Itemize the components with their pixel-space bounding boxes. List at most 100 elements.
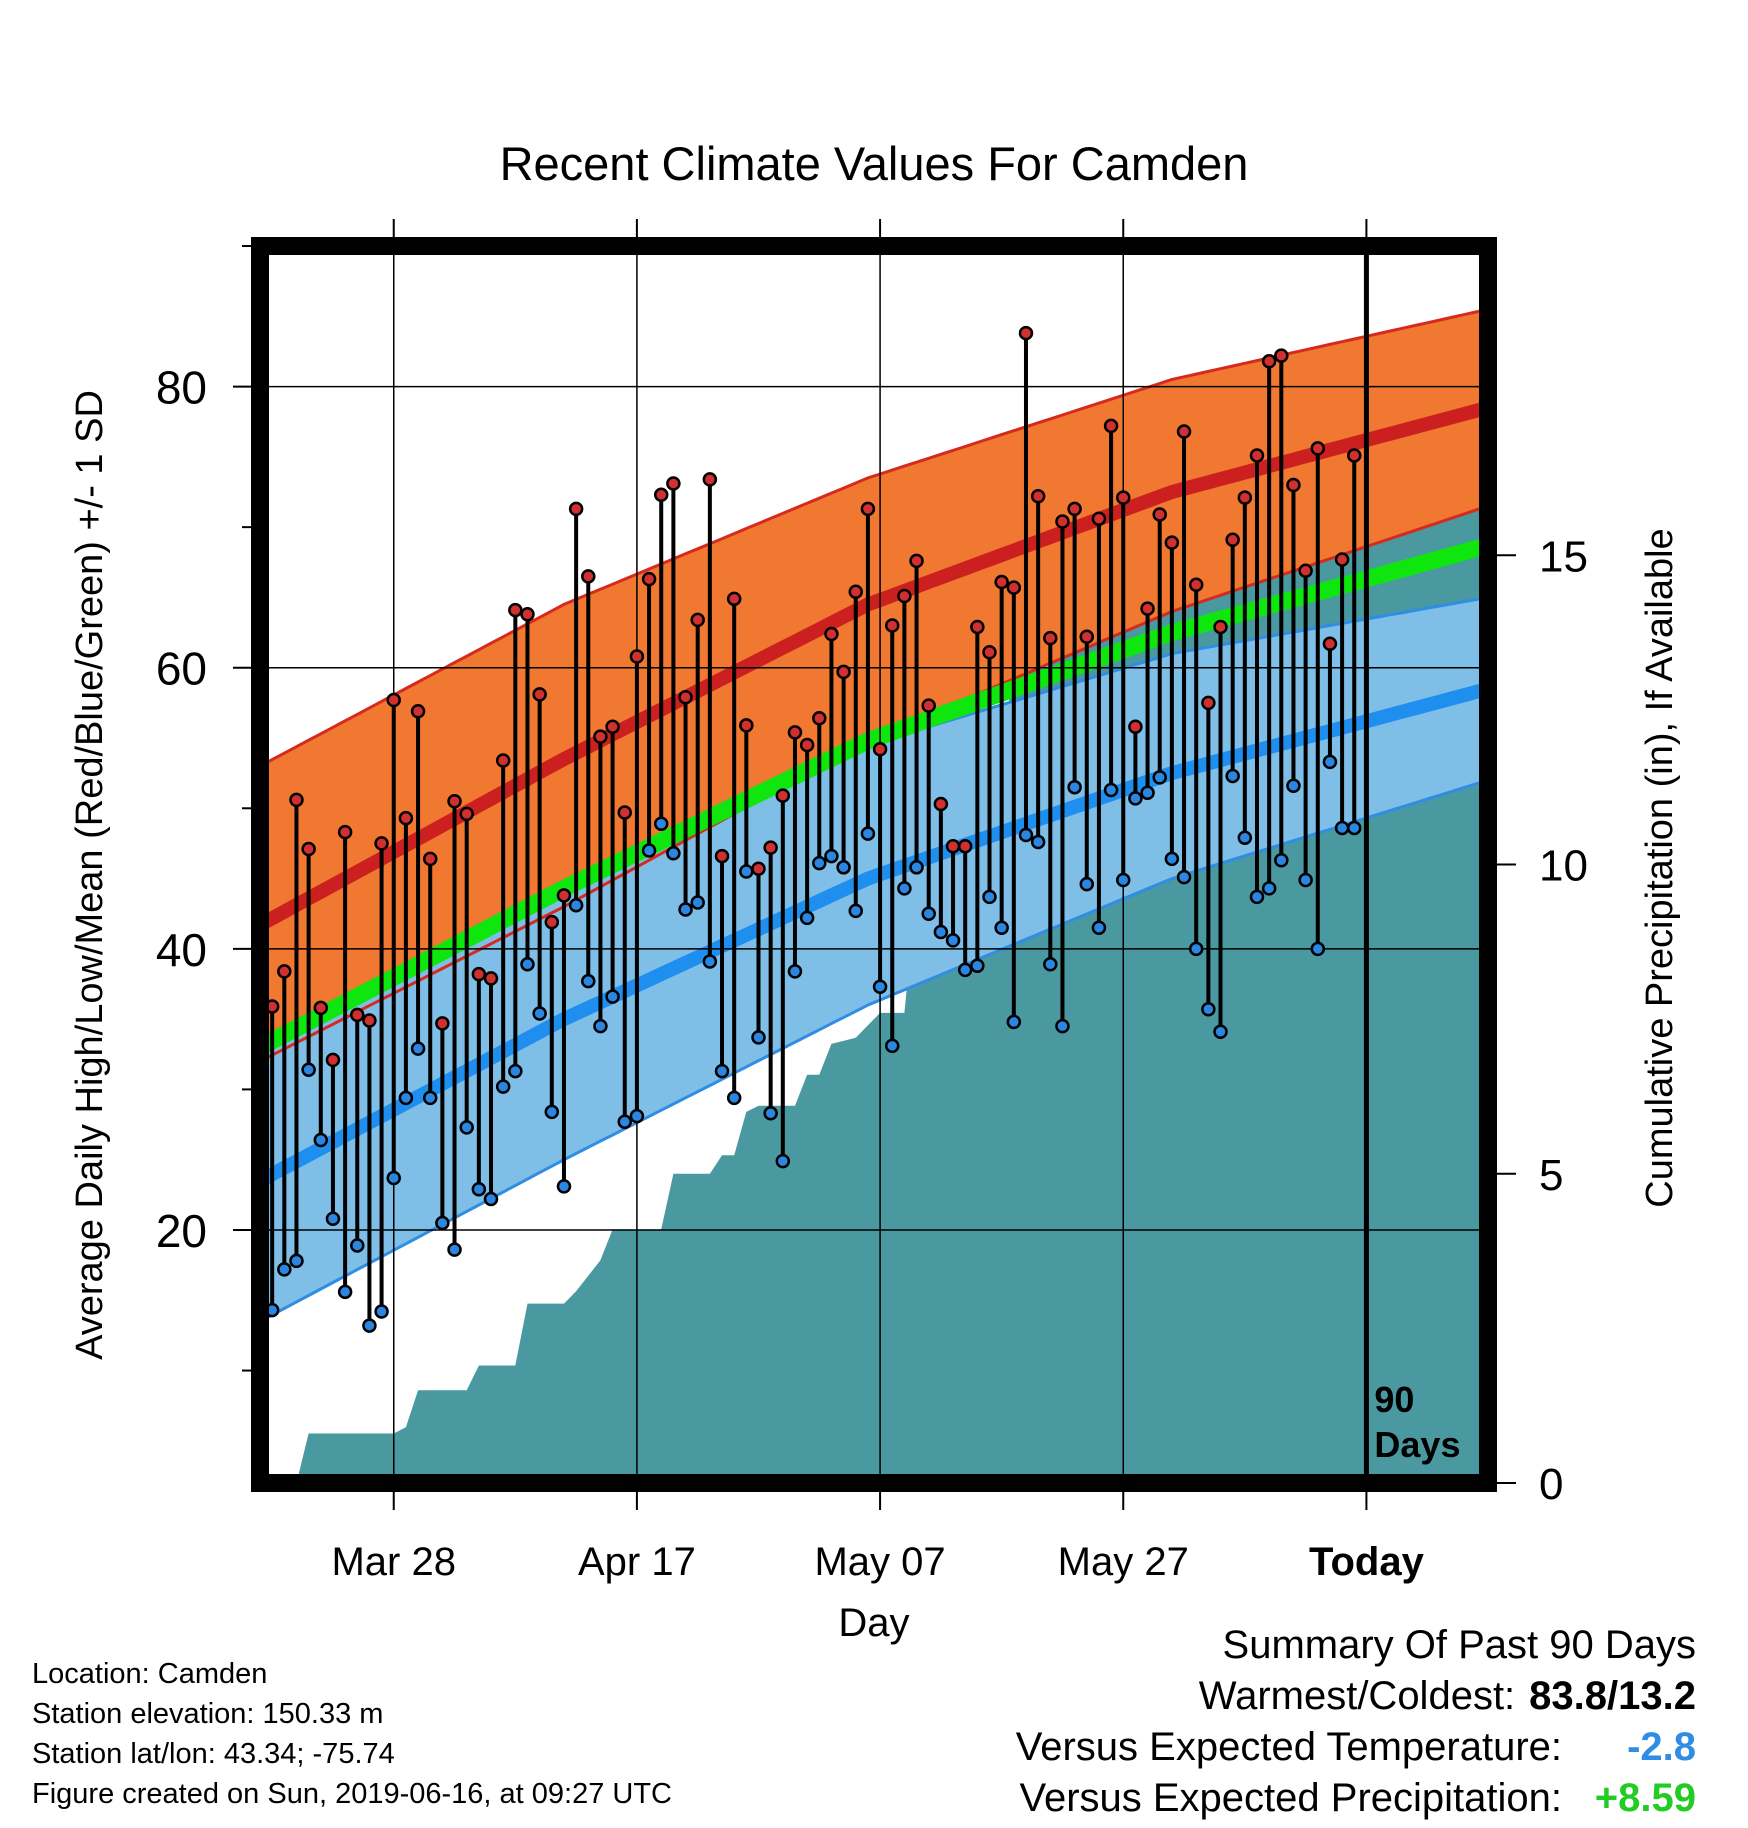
daily-low-point [1249,889,1265,905]
daily-low-point [763,1106,778,1121]
precip-label: Versus Expected Precipitation: [1019,1776,1562,1820]
y-tick-label: 80 [156,362,207,414]
daily-high-point [1274,348,1289,363]
daily-low-point [836,860,851,875]
daily-high-point [884,618,900,633]
daily-low-point [678,902,693,917]
daily-low-point [1164,851,1180,867]
summary-panel: Summary Of Past 90 Days Warmest/Coldest:… [1016,1620,1696,1824]
x-axis-label: Day [838,1601,909,1645]
elevation-text: Station elevation: 150.33 m [32,1698,384,1730]
daily-low-point [350,1238,365,1253]
daily-high-point [799,737,815,753]
daily-high-point [1310,441,1326,456]
daily-low-point [1310,941,1326,957]
daily-low-point [435,1215,450,1231]
station-info: Location: Camden Station elevation: 150.… [32,1654,672,1814]
y-tick-label: 20 [156,1205,207,1257]
daily-high-point [763,840,778,855]
daily-high-point [812,711,827,726]
daily-low-point [1347,820,1362,836]
daily-low-point [666,846,681,861]
daily-low-point [787,964,803,979]
daily-high-point [848,584,864,600]
precip-row: Versus Expected Precipitation: +8.59 [1016,1773,1696,1824]
daily-low-point [641,843,657,858]
daily-low-point [471,1181,487,1197]
daily-high-point [581,569,596,584]
x-tick-label: May 27 [1058,1540,1189,1584]
daily-high-point [653,487,669,503]
today-marker-label: Days [1374,1424,1460,1465]
daily-high-point [471,966,487,982]
daily-low-point [945,933,961,948]
y-axis-label: Average Daily High/Low/Mean (Red/Blue/Gr… [69,390,111,1360]
daily-high-point [982,644,997,660]
daily-low-point [1274,853,1289,868]
daily-low-point [605,989,620,1004]
daily-low-point [775,1153,791,1169]
high-sd-band [260,309,1488,1062]
warmest-row: Warmest/Coldest: 83.8/13.2 [1016,1671,1696,1722]
daily-low-point [532,1006,547,1021]
daily-low-point [812,855,827,871]
daily-high-point [641,571,657,587]
daily-high-point [398,810,414,826]
daily-high-point [556,888,572,903]
daily-low-point [374,1304,389,1319]
daily-high-point [447,793,462,809]
today-marker-label: 90 [1374,1379,1414,1420]
daily-high-point [629,649,645,664]
daily-low-point [1188,941,1204,957]
daily-high-point [1225,532,1240,548]
y2-tick-label: 0 [1539,1460,1563,1509]
daily-high-point [824,626,839,642]
daily-low-point [581,973,596,989]
daily-high-point [520,607,535,622]
daily-high-point [836,664,851,680]
chart-title: Recent Climate Values For Camden [500,137,1249,190]
daily-low-point [1298,872,1313,888]
daily-low-point [301,1062,316,1077]
daily-low-point [1213,1024,1228,1040]
daily-low-point [386,1170,401,1186]
daily-low-point [690,895,705,910]
temp-value: -2.8 [1627,1725,1696,1769]
daily-low-point [1176,869,1192,885]
daily-high-point [1298,563,1313,578]
daily-high-point [508,602,523,618]
daily-high-point [337,824,353,840]
y2-tick-label: 5 [1539,1151,1563,1200]
daily-low-point [629,1108,645,1124]
daily-low-point [1055,1018,1070,1034]
daily-high-point [1188,577,1204,593]
daily-low-point [337,1284,353,1300]
daily-low-point [289,1253,304,1269]
daily-high-point [605,719,620,734]
daily-high-point [945,838,961,854]
daily-low-point [410,1041,426,1056]
daily-low-point [568,898,584,913]
daily-high-point [544,914,560,930]
y-tick-label: 40 [156,924,207,976]
daily-high-point [1286,477,1301,493]
daily-high-point [872,741,888,757]
low-minus-sd-line [260,778,1488,1323]
daily-high-point [787,725,803,740]
daily-high-point [1201,695,1216,711]
daily-low-point [362,1318,377,1333]
daily-high-point [568,501,584,517]
warmest-value: 83.8/13.2 [1529,1674,1696,1718]
daily-high-point [1152,507,1167,522]
daily-high-point [1334,552,1350,567]
daily-low-point [1091,920,1107,936]
daily-low-point [933,924,949,940]
precip-value: +8.59 [1594,1776,1696,1820]
daily-low-point [459,1120,474,1135]
temp-row: Versus Expected Temperature: -2.8 [1016,1722,1696,1773]
daily-high-point [483,971,499,986]
daily-high-point [714,848,730,864]
daily-high-point [1249,448,1265,463]
